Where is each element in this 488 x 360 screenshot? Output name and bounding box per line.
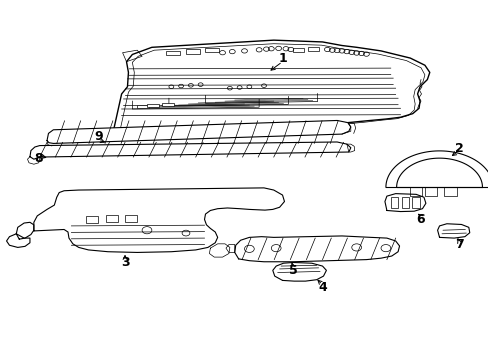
Bar — [105, 215, 118, 222]
FancyBboxPatch shape — [166, 51, 180, 55]
Bar — [390, 197, 397, 208]
Text: 3: 3 — [121, 256, 129, 269]
Bar — [161, 103, 173, 106]
Polygon shape — [27, 157, 40, 164]
Polygon shape — [234, 236, 399, 262]
Polygon shape — [384, 194, 425, 212]
FancyBboxPatch shape — [293, 48, 304, 51]
Polygon shape — [113, 40, 429, 134]
Polygon shape — [385, 151, 488, 187]
Text: 1: 1 — [278, 52, 286, 65]
Polygon shape — [272, 262, 326, 281]
Bar — [147, 104, 159, 107]
FancyBboxPatch shape — [185, 49, 199, 54]
Bar — [137, 105, 149, 108]
Text: 5: 5 — [288, 264, 297, 277]
Polygon shape — [30, 142, 350, 159]
Polygon shape — [437, 224, 469, 238]
Polygon shape — [6, 234, 30, 247]
Text: 8: 8 — [34, 152, 43, 165]
Polygon shape — [346, 144, 354, 152]
Bar — [86, 216, 98, 223]
Text: 9: 9 — [94, 130, 102, 144]
Text: 4: 4 — [318, 281, 326, 294]
Bar — [125, 215, 137, 222]
Polygon shape — [209, 244, 229, 257]
Bar — [401, 197, 408, 208]
Text: 6: 6 — [416, 213, 425, 226]
Polygon shape — [34, 188, 284, 252]
FancyBboxPatch shape — [205, 48, 219, 52]
Text: 7: 7 — [454, 238, 463, 251]
FancyBboxPatch shape — [307, 47, 318, 51]
Bar — [411, 197, 419, 208]
Text: 2: 2 — [454, 142, 463, 155]
Polygon shape — [47, 121, 350, 143]
Polygon shape — [16, 222, 34, 239]
